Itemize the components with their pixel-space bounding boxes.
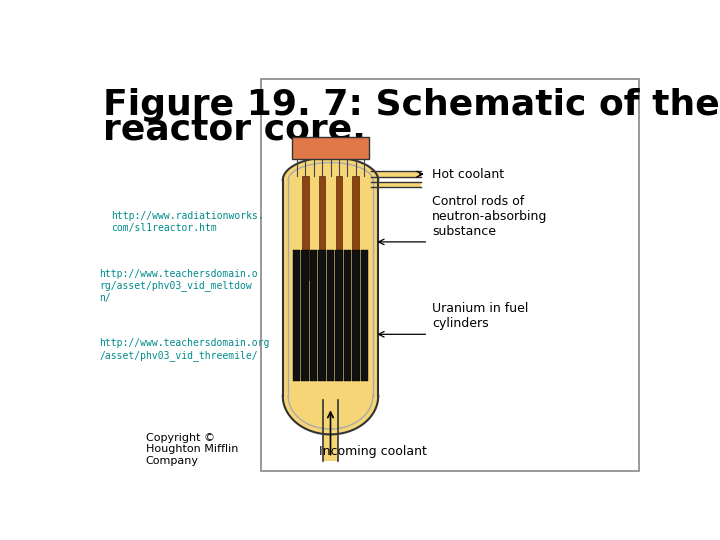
Text: reactor core.: reactor core. [104,112,366,146]
Bar [310,249,318,381]
Bar [335,249,343,381]
Bar [302,177,309,280]
Text: Figure 19. 7: Schematic of the: Figure 19. 7: Schematic of the [104,88,720,122]
Bar [261,79,639,471]
Text: Copyright ©
Houghton Mifflin
Company: Copyright © Houghton Mifflin Company [145,433,238,466]
Ellipse shape [283,157,378,204]
Ellipse shape [283,357,378,434]
Bar [292,137,369,159]
Bar [361,249,368,381]
Bar [371,171,420,177]
Bar [371,182,420,187]
Text: Hot coolant: Hot coolant [432,167,504,181]
Bar [353,177,359,280]
Bar [283,180,378,396]
Text: http://www.radiationworks.
com/sl1reactor.htm: http://www.radiationworks. com/sl1reacto… [111,211,264,233]
Text: Incoming coolant: Incoming coolant [319,444,427,457]
Bar [301,249,309,381]
Text: http://www.teachersdomain.org
/asset/phv03_vid_threemile/: http://www.teachersdomain.org /asset/phv… [99,338,270,361]
Bar [336,177,343,280]
Bar [323,403,338,461]
Text: Control rods of
neutron-absorbing
substance: Control rods of neutron-absorbing substa… [432,195,547,238]
Text: Uranium in fuel
cylinders: Uranium in fuel cylinders [432,302,528,330]
Bar [352,249,360,381]
Text: http://www.teachersdomain.o
rg/asset/phv03_vid_meltdow
n/: http://www.teachersdomain.o rg/asset/phv… [99,269,258,303]
Bar [318,177,325,280]
Bar [293,249,300,381]
Bar [318,249,326,381]
Bar [327,249,334,381]
Bar [343,249,351,381]
